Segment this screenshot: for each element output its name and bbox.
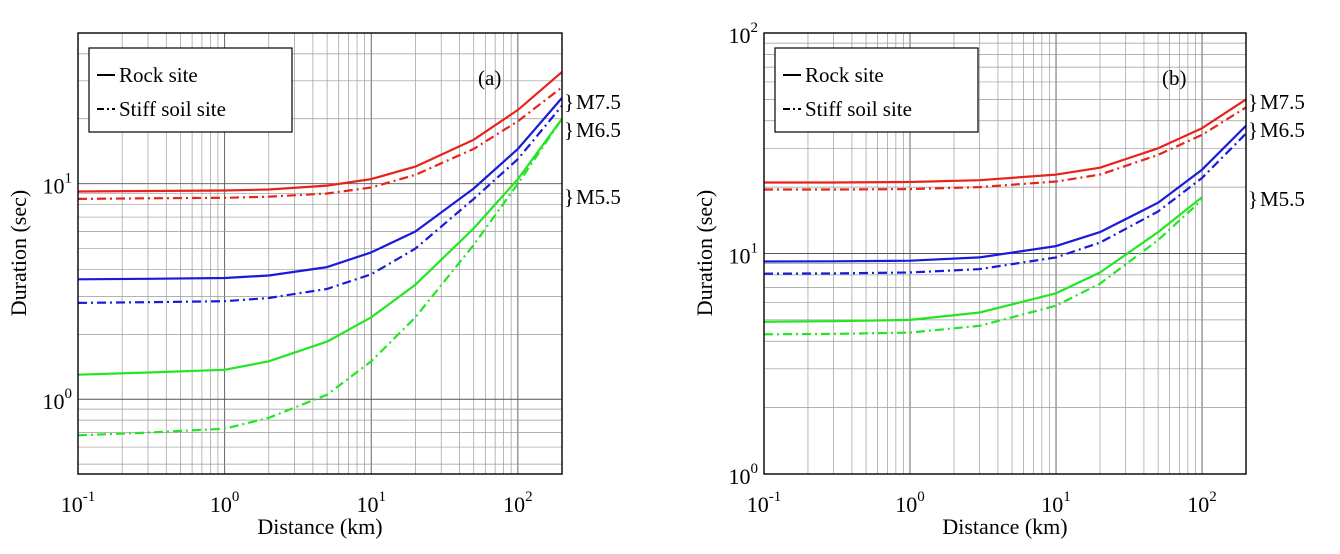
legend-box — [774, 47, 979, 133]
y-tick-label: 101 — [729, 241, 759, 269]
magnitude-label-m75: M7.5 — [576, 90, 621, 114]
series-line-m75-rock — [764, 98, 1247, 184]
series-line-m55-rock — [77, 118, 563, 376]
legend-label-stiff-soil: Stiff soil site — [805, 97, 912, 121]
series-group — [77, 71, 563, 437]
magnitude-label-m75: M7.5 — [1260, 90, 1305, 114]
magnitude-label-m55: M5.5 — [1260, 187, 1305, 211]
chart-panel-a: Rock site Stiff soil site (a) 10-1 100 101 102… — [6, 32, 621, 539]
magnitude-label-m65: M6.5 — [576, 118, 621, 142]
panel-label: (a) — [478, 66, 501, 90]
magnitude-brace: } — [1248, 90, 1258, 114]
series-line-m65-stiff-soil — [763, 132, 1247, 275]
magnitude-brace: } — [1248, 187, 1258, 211]
x-tick-label: 10-1 — [61, 489, 96, 517]
series-line-m65-rock — [763, 124, 1247, 263]
legend-box — [88, 47, 293, 133]
y-axis-title: Duration (sec) — [692, 190, 717, 316]
x-tick-label: 100 — [210, 489, 240, 517]
x-tick-label: 100 — [895, 489, 925, 517]
legend: Rock site Stiff soil site — [774, 47, 979, 133]
series-line-m75-stiff-soil — [764, 106, 1247, 191]
x-tick-label: 101 — [356, 489, 386, 517]
magnitude-brace: } — [1248, 118, 1258, 142]
series-line-m55-stiff-soil — [77, 118, 563, 437]
series-line-m65-stiff-soil — [77, 104, 563, 304]
series-line-m65-rock — [77, 97, 563, 281]
magnitude-label-m65: M6.5 — [1260, 118, 1305, 142]
series-line-m75-stiff-soil — [77, 86, 563, 200]
x-axis-title: Distance (km) — [942, 514, 1067, 539]
x-axis-title: Distance (km) — [257, 514, 382, 539]
legend-label-rock: Rock site — [119, 63, 198, 87]
y-tick-label: 102 — [729, 20, 759, 48]
magnitude-brace: } — [564, 185, 574, 209]
axes-frame — [77, 32, 563, 475]
series-line-m75-rock — [77, 71, 563, 193]
legend: Rock site Stiff soil site — [88, 47, 293, 133]
series-group — [763, 98, 1247, 336]
magnitude-brace: } — [564, 118, 574, 142]
x-tick-label: 102 — [1187, 489, 1217, 517]
magnitude-label-m55: M5.5 — [576, 185, 621, 209]
series-line-m55-rock — [763, 196, 1203, 323]
legend-label-stiff-soil: Stiff soil site — [119, 97, 226, 121]
x-tick-label: 10-1 — [747, 489, 782, 517]
y-tick-label: 100 — [43, 386, 73, 414]
x-tick-label: 101 — [1041, 489, 1071, 517]
legend-label-rock: Rock site — [805, 63, 884, 87]
y-tick-label: 101 — [43, 171, 73, 199]
series-line-m55-stiff-soil — [763, 199, 1203, 336]
y-axis-title: Duration (sec) — [6, 190, 31, 316]
x-tick-label: 102 — [503, 489, 533, 517]
magnitude-brace: } — [564, 90, 574, 114]
panel-label: (b) — [1162, 66, 1187, 90]
axes-frame — [763, 32, 1247, 475]
y-tick-label: 100 — [729, 461, 759, 489]
